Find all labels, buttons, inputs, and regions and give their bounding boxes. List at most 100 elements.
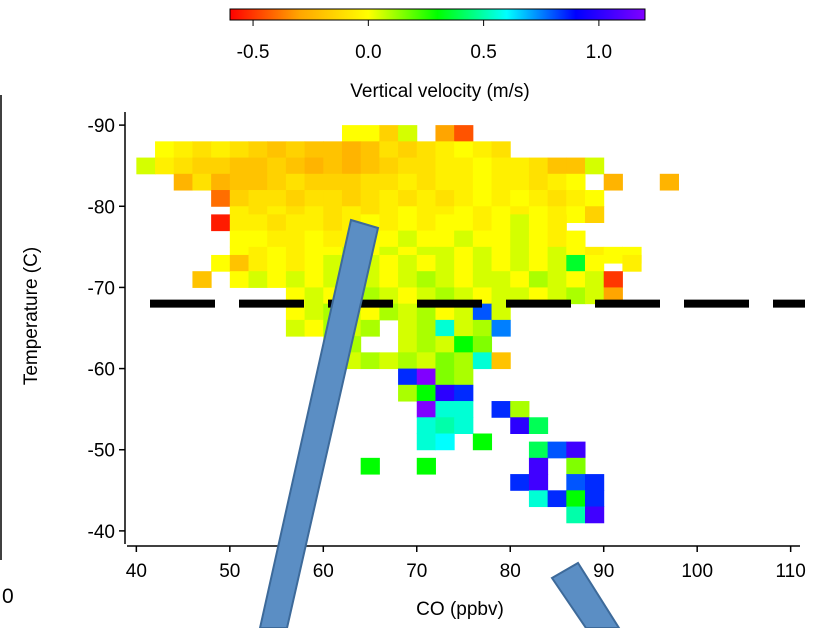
heatmap-cell: [379, 125, 399, 142]
heatmap-cell: [547, 490, 567, 508]
heatmap-cell: [585, 206, 605, 223]
colorbar-tick-label: 0.0: [355, 42, 381, 63]
heatmap-cell: [547, 173, 567, 191]
heatmap-cell: [360, 352, 380, 370]
heatmap-cell: [491, 190, 511, 207]
heatmap-cell: [360, 190, 380, 207]
heatmap-cell: [491, 141, 511, 159]
colorbar-tick-label: -0.5: [237, 42, 270, 63]
heatmap-cell: [416, 173, 436, 191]
heatmap-cell: [211, 173, 231, 191]
heatmap-cell: [472, 303, 493, 321]
heatmap-cell: [603, 173, 623, 191]
heatmap-cell: [341, 157, 362, 175]
heatmap-cell: [248, 141, 268, 159]
heatmap-cell: [510, 401, 530, 418]
heatmap-cell: [416, 190, 436, 207]
heatmap-cell: [211, 157, 231, 175]
heatmap-cell: [603, 271, 623, 288]
colorbar-ticks: -0.5 0.0 0.5 1.0: [237, 20, 612, 63]
heatmap-cell: [472, 190, 493, 207]
heatmap-cell: [435, 141, 455, 159]
heatmap-cell: [472, 271, 493, 288]
heatmap-cell: [528, 230, 549, 248]
heatmap-cell: [398, 230, 418, 248]
heatmap-cell: [323, 230, 343, 248]
heatmap-cell: [229, 190, 250, 207]
heatmap-cell: [528, 190, 549, 207]
heatmap-cell: [547, 441, 567, 459]
heatmap-cell: [435, 303, 455, 321]
heatmap-cell: [379, 352, 399, 370]
heatmap-cell: [472, 157, 493, 175]
heatmap-cell: [211, 214, 231, 232]
heatmap-cell: [285, 190, 306, 207]
colorbar-tick-label: 1.0: [586, 42, 612, 63]
heatmap-cell: [229, 271, 250, 288]
annotation-arrow-shaft-2: [550, 561, 621, 628]
heatmap-cell: [398, 368, 418, 386]
heatmap-cell: [435, 190, 455, 207]
heatmap-cell: [136, 157, 156, 175]
y-axis-title: Temperature (C): [21, 247, 42, 385]
plot-area: 40 50 60 70 80 90 100 110 -90 -80 -70 -60 -50 -40 CO…: [21, 112, 806, 620]
heatmap-cell: [454, 384, 474, 402]
heatmap-cell: [285, 141, 306, 159]
heatmap-cell: [341, 141, 362, 159]
heatmap-cell: [304, 190, 324, 207]
y-tick-label: -70: [88, 278, 115, 299]
heatmap-cell: [416, 336, 436, 353]
heatmap-cell: [248, 230, 268, 248]
heatmap-cell: [416, 401, 436, 418]
heatmap-cell: [547, 230, 567, 248]
heatmap-cell: [566, 457, 586, 475]
heatmap-cell: [566, 254, 586, 272]
heatmap-cell: [472, 433, 493, 451]
heatmap-cell: [454, 271, 474, 288]
heatmap-cell: [304, 173, 324, 191]
heatmap-cell: [435, 125, 455, 142]
heatmap-cell: [510, 157, 530, 175]
heatmap-cell: [585, 506, 605, 524]
heatmap-cell: [416, 457, 436, 475]
heatmap-cell: [285, 230, 306, 248]
heatmap-cell: [398, 352, 418, 370]
heatmap-cell: [285, 319, 306, 337]
heatmap-cell: [528, 417, 549, 434]
heatmap-cell: [585, 474, 605, 491]
heatmap-cell: [398, 287, 418, 305]
heatmap-cell: [398, 190, 418, 207]
heatmap-cell: [510, 254, 530, 272]
heatmap-cell: [491, 401, 511, 418]
heatmap-cell: [435, 352, 455, 370]
x-tick-label: 70: [406, 561, 427, 582]
heatmap-cell: [360, 173, 380, 191]
heatmap-cell: [341, 125, 362, 142]
heatmap-cell: [566, 157, 586, 175]
heatmap-cell: [547, 190, 567, 207]
heatmap-cell: [510, 417, 530, 434]
heatmap-cell: [528, 474, 549, 491]
heatmap-cell: [528, 173, 549, 191]
heatmap-cell: [416, 433, 436, 451]
heatmap-cell: [547, 214, 567, 232]
heatmap-cell: [435, 254, 455, 272]
heatmap-cell: [267, 254, 287, 272]
heatmap-cell: [267, 141, 287, 159]
x-axis: 40 50 60 70 80 90 100 110: [126, 545, 806, 582]
heatmap-cell: [304, 214, 324, 232]
heatmap-cell: [435, 401, 455, 418]
x-tick-label: 100: [681, 561, 713, 582]
heatmap-cell: [379, 173, 399, 191]
heatmap-cell: [173, 141, 193, 159]
heatmap-cell: [585, 254, 605, 272]
heatmap-cell: [248, 254, 268, 272]
heatmap-cell: [229, 157, 250, 175]
heatmap-cell: [510, 230, 530, 248]
heatmap-cell: [491, 254, 511, 272]
heatmap-cell: [491, 271, 511, 288]
heatmap-cell: [360, 125, 380, 142]
heatmap-cell: [416, 141, 436, 159]
heatmap-cell: [659, 173, 679, 191]
